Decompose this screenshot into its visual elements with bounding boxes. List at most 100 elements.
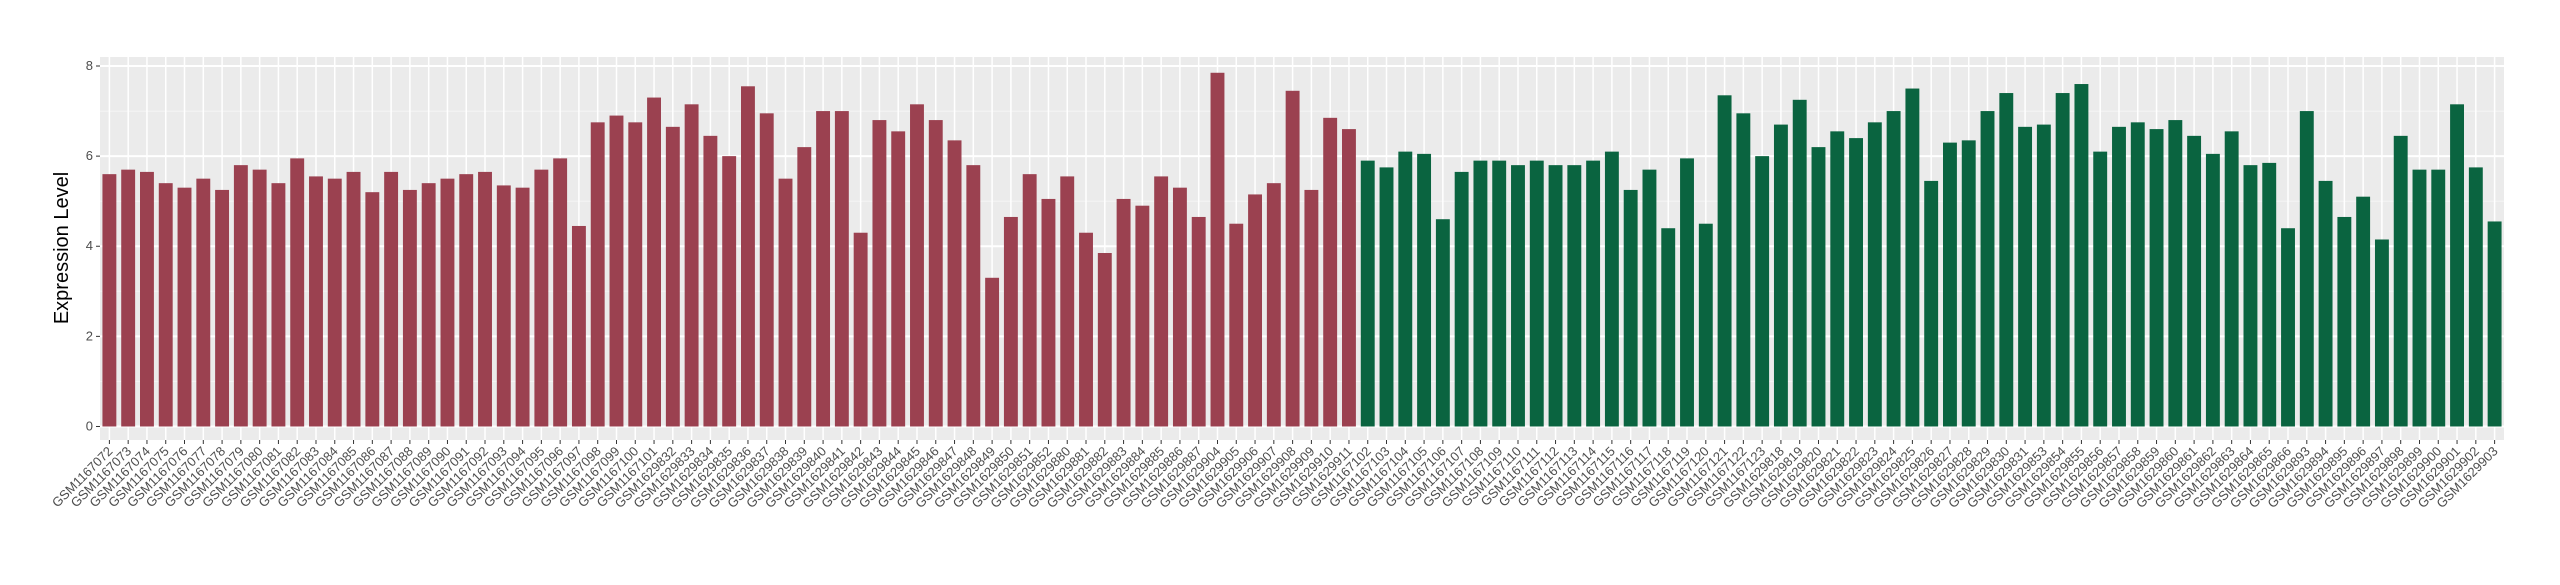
bar <box>440 178 455 427</box>
bar <box>1304 189 1319 427</box>
bar <box>1642 169 1657 427</box>
bar <box>102 174 117 427</box>
bar <box>1830 131 1845 427</box>
bar <box>816 111 831 427</box>
bar <box>665 126 680 427</box>
bar <box>985 277 1000 427</box>
bar <box>1661 228 1676 427</box>
bar <box>2487 221 2502 427</box>
bar <box>1454 171 1469 427</box>
bar <box>1492 160 1507 427</box>
bar <box>1698 223 1713 427</box>
bar <box>1680 158 1694 427</box>
y-tick-label: 4 <box>86 238 93 253</box>
bar <box>684 104 699 427</box>
bar <box>1360 160 1375 427</box>
bar <box>1604 151 1619 427</box>
bar <box>2431 169 2446 427</box>
bar <box>2356 196 2371 427</box>
bar <box>2393 135 2408 427</box>
bar <box>1116 198 1131 427</box>
bar <box>1905 88 1920 427</box>
bar <box>1943 142 1957 427</box>
bar <box>2187 135 2202 427</box>
bar <box>1529 160 1544 427</box>
bar <box>1266 183 1281 427</box>
bar <box>1773 124 1788 427</box>
bar <box>628 122 643 427</box>
bar <box>797 147 812 427</box>
bar <box>1755 156 1770 427</box>
bar <box>196 178 211 427</box>
bar <box>140 171 154 427</box>
bar <box>2262 162 2277 427</box>
bar <box>853 232 868 427</box>
bar <box>121 169 136 427</box>
bar <box>252 169 267 427</box>
bar <box>1172 187 1187 427</box>
bar <box>2224 131 2239 427</box>
bar <box>1210 72 1225 427</box>
bar <box>1417 153 1432 427</box>
y-tick-label: 6 <box>86 148 93 163</box>
bar <box>571 225 586 427</box>
bar <box>1980 111 1995 427</box>
bar <box>1229 223 1244 427</box>
bar <box>741 86 755 427</box>
bar <box>365 192 380 427</box>
bar <box>2055 93 2070 427</box>
bar <box>1398 151 1413 427</box>
bar <box>1548 165 1563 427</box>
bar <box>1323 117 1338 427</box>
y-axis-label: Expression Level <box>51 172 73 324</box>
bar <box>1022 174 1037 427</box>
bar <box>177 187 192 427</box>
bar <box>966 165 981 427</box>
bar <box>2074 84 2089 427</box>
bar <box>478 171 492 427</box>
bar <box>1248 194 1262 427</box>
bar <box>1717 95 1732 427</box>
bar <box>1924 180 1939 427</box>
bar <box>1849 138 1863 427</box>
bar <box>1191 216 1206 427</box>
bar <box>534 169 549 427</box>
bar <box>233 165 248 427</box>
bar <box>928 120 943 427</box>
bar <box>1079 232 1093 427</box>
bar <box>872 120 887 427</box>
bar <box>384 171 399 427</box>
bar <box>553 158 568 427</box>
bar <box>1792 99 1807 427</box>
bar <box>1097 253 1112 427</box>
bar <box>2374 239 2389 427</box>
bar <box>496 185 511 427</box>
bar <box>703 135 718 427</box>
bar <box>1135 205 1150 427</box>
bar <box>459 174 474 427</box>
bar <box>2168 120 2183 427</box>
y-tick-label: 2 <box>86 328 93 343</box>
bar <box>1342 129 1356 427</box>
bar <box>421 183 436 427</box>
bar <box>2018 126 2033 427</box>
bar <box>647 97 661 427</box>
y-tick-label: 8 <box>86 58 93 73</box>
bar <box>1867 122 1882 427</box>
bar <box>2450 104 2464 427</box>
bar <box>2468 167 2483 427</box>
bar <box>1736 113 1751 427</box>
bar <box>1435 219 1450 427</box>
bar <box>2036 124 2051 427</box>
bar <box>2112 126 2126 427</box>
bar <box>1041 198 1056 427</box>
bar <box>2093 151 2108 427</box>
bar <box>1586 160 1601 427</box>
bar <box>910 104 924 427</box>
bar <box>947 140 962 427</box>
bar <box>2318 180 2333 427</box>
bar <box>1811 147 1826 427</box>
bar <box>1060 176 1075 427</box>
bar <box>309 176 323 427</box>
